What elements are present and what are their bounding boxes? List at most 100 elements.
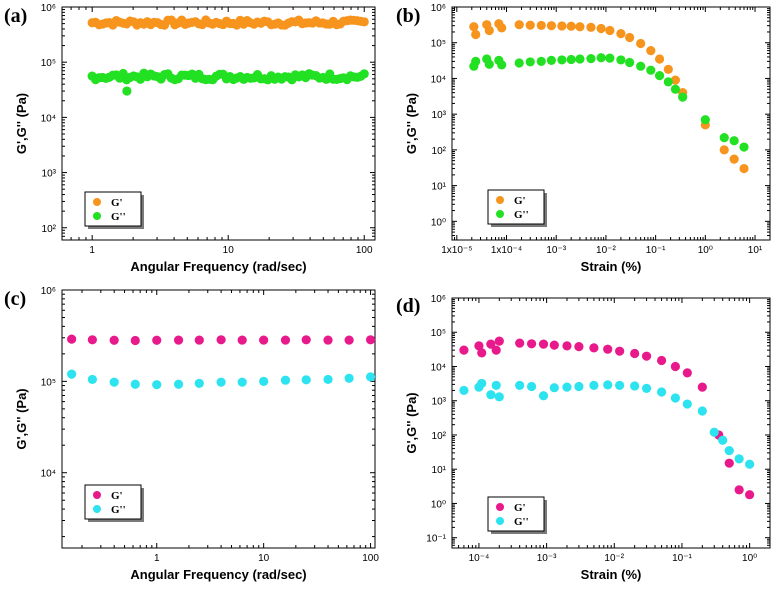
data-point — [109, 335, 119, 345]
data-point — [525, 20, 535, 30]
panel-label: (b) — [396, 5, 420, 27]
y-tick-label: 10⁵ — [41, 377, 56, 388]
legend-marker — [93, 212, 101, 220]
legend-marker — [93, 505, 101, 513]
data-point — [636, 61, 646, 71]
data-point — [641, 383, 652, 393]
data-point — [497, 60, 507, 70]
data-point — [173, 335, 184, 345]
plot-frame — [451, 6, 771, 241]
data-point — [259, 335, 269, 345]
data-point — [589, 343, 599, 353]
data-point — [670, 393, 680, 403]
data-point — [484, 59, 494, 69]
data-point — [491, 380, 501, 391]
data-point — [641, 351, 652, 361]
plot-frame — [61, 6, 376, 241]
plot-frame — [61, 289, 376, 549]
data-point — [536, 20, 546, 31]
data-point — [216, 335, 226, 345]
data-point — [459, 385, 469, 396]
x-tick-label: 10 — [258, 553, 270, 564]
data-point — [636, 38, 646, 49]
data-point — [526, 381, 537, 392]
legend-label: G' — [111, 490, 123, 502]
data-point — [109, 377, 119, 387]
data-point — [729, 136, 739, 146]
data-point — [739, 163, 749, 174]
data-point — [663, 64, 673, 74]
data-point — [682, 368, 692, 378]
data-point — [724, 445, 734, 456]
data-point — [574, 381, 584, 392]
data-point — [646, 65, 656, 75]
data-point — [700, 115, 710, 125]
y-tick-label: 10⁰ — [431, 499, 446, 510]
data-point — [605, 53, 615, 63]
data-point — [566, 21, 576, 31]
data-point — [682, 399, 692, 409]
data-point — [646, 46, 656, 56]
y-tick-label: 10¹ — [432, 465, 447, 476]
y-tick-label: 10⁰ — [431, 217, 446, 228]
x-axis-title: Angular Frequency (rad/sec) — [130, 259, 306, 274]
data-point — [87, 335, 97, 345]
chart-panel-1: (a) 1 10 100 10² 10³ 10⁴ 10⁵ 10⁶ Angular Frequenc… — [4, 3, 376, 274]
y-tick-label: 10² — [432, 431, 447, 442]
data-point — [538, 391, 549, 401]
data-point — [562, 382, 572, 392]
legend-label: G'' — [111, 211, 126, 223]
data-point — [663, 77, 673, 87]
y-axis-title: G',G'' (Pa) — [404, 93, 419, 154]
data-point — [459, 345, 469, 355]
panel-label: (a) — [4, 5, 27, 27]
data-point — [494, 392, 504, 402]
data-point — [494, 336, 504, 346]
data-point — [497, 23, 507, 33]
data-point — [586, 53, 596, 64]
data-point — [515, 380, 525, 391]
x-tick-label: 10⁰ — [698, 245, 713, 256]
data-point — [491, 345, 501, 355]
x-axis-title: Strain (%) — [581, 567, 642, 582]
data-point — [67, 334, 77, 344]
data-point — [670, 84, 681, 94]
data-point — [603, 380, 613, 390]
data-point — [670, 75, 681, 85]
data-point — [615, 380, 625, 391]
y-axis-title: G',G'' (Pa) — [14, 388, 29, 449]
x-tick-label: 10⁰ — [742, 553, 757, 564]
data-point — [546, 55, 557, 65]
legend-marker — [496, 503, 504, 511]
data-point — [152, 380, 162, 390]
data-point — [122, 86, 132, 96]
data-point — [625, 32, 635, 43]
legend-box — [487, 189, 545, 225]
y-tick-label: 10² — [432, 146, 447, 157]
y-tick-label: 10⁵ — [41, 58, 56, 69]
y-axis-title: G',G'' (Pa) — [14, 93, 29, 154]
data-point — [630, 381, 640, 391]
data-point — [130, 335, 140, 346]
x-axis-title: Angular Frequency (rad/sec) — [130, 567, 306, 582]
legend-box — [487, 496, 545, 532]
data-point — [484, 25, 494, 36]
y-tick-label: 10⁴ — [431, 74, 446, 85]
data-point — [549, 383, 559, 393]
data-point — [709, 427, 719, 437]
data-point — [365, 335, 376, 345]
data-point — [471, 29, 481, 40]
data-point — [152, 335, 162, 345]
data-point — [486, 390, 496, 400]
data-point — [566, 54, 576, 65]
x-tick-label: 1x10⁻⁵ — [441, 245, 472, 256]
data-point — [514, 20, 524, 30]
x-tick-label: 10⁻⁴ — [469, 553, 490, 564]
legend-box — [84, 484, 142, 520]
y-tick-label: 10⁴ — [431, 362, 446, 373]
data-point — [477, 378, 487, 389]
legend-marker — [93, 491, 101, 499]
data-point — [538, 339, 549, 349]
data-point — [323, 374, 333, 385]
